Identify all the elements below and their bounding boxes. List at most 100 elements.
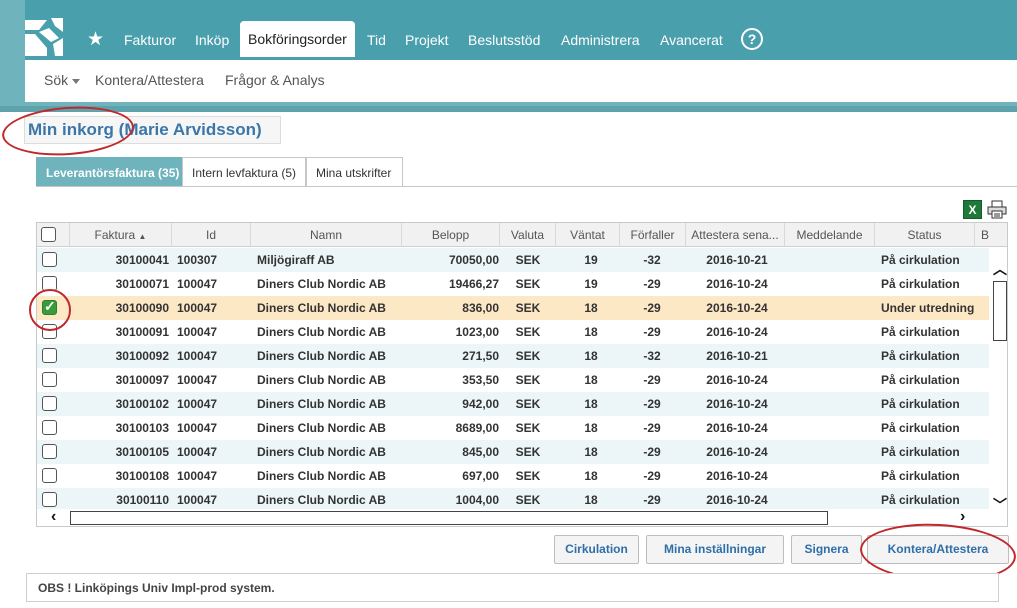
cell-vantat: 18 — [584, 397, 598, 411]
help-icon[interactable]: ? — [741, 28, 763, 50]
nav-inkop[interactable]: Inköp — [195, 32, 230, 48]
vertical-scroll-thumb[interactable] — [993, 281, 1007, 341]
cell-meddelande — [787, 416, 873, 440]
cell-belopp: 8689,00 — [455, 421, 499, 435]
excel-icon[interactable]: X — [963, 200, 982, 219]
cell-forfaller: -29 — [643, 493, 661, 507]
search-menu-label: Sök — [44, 72, 69, 88]
row-checkbox[interactable] — [42, 420, 57, 435]
header-id[interactable]: Id — [172, 223, 251, 247]
cell-status: På cirkulation — [881, 349, 960, 363]
header-meddelande[interactable]: Meddelande — [785, 223, 875, 247]
top-banner: ★ Fakturor Inköp Bokföringsorder Tid Pro… — [0, 0, 1017, 112]
nav-administrera[interactable]: Administrera — [561, 32, 640, 48]
cell-attestera-senast: 2016-10-24 — [706, 397, 768, 411]
header-status[interactable]: Status — [875, 223, 975, 247]
print-icon[interactable] — [987, 200, 1007, 219]
cell-vantat: 18 — [584, 349, 598, 363]
search-menu[interactable]: Sök — [44, 72, 81, 88]
row-checkbox[interactable] — [42, 468, 57, 483]
chevron-down-icon — [72, 78, 81, 84]
table-row[interactable]: 30100092 100047 Diners Club Nordic AB 271,5… — [37, 344, 989, 368]
vertical-scrollbar[interactable]: ︿ ﹀ — [990, 247, 1007, 513]
cell-meddelande — [787, 344, 873, 368]
table-row[interactable]: 30100105 100047 Diners Club Nordic AB 845,0… — [37, 440, 989, 464]
nav-fakturor[interactable]: Fakturor — [124, 32, 177, 48]
header-valuta[interactable]: Valuta — [500, 223, 556, 247]
row-checkbox[interactable] — [42, 372, 57, 387]
row-checkbox[interactable] — [42, 396, 57, 411]
cirkulation-button[interactable]: Cirkulation — [554, 535, 639, 564]
favorites-star-icon[interactable]: ★ — [87, 29, 105, 50]
tab-mina-utskrifter[interactable]: Mina utskrifter — [306, 157, 403, 187]
cell-namn: Diners Club Nordic AB — [257, 421, 386, 435]
nav-projekt[interactable]: Projekt — [405, 32, 449, 48]
cell-valuta: SEK — [515, 469, 541, 483]
cell-namn: Diners Club Nordic AB — [257, 397, 386, 411]
cell-status: På cirkulation — [881, 421, 960, 435]
table-row[interactable]: 30100102 100047 Diners Club Nordic AB 942,0… — [37, 392, 989, 416]
cell-status: På cirkulation — [881, 373, 960, 387]
header-attestera-senast[interactable]: Attestera sena... — [686, 223, 785, 247]
horizontal-scroll-thumb[interactable] — [70, 511, 828, 525]
cell-status: På cirkulation — [881, 277, 960, 291]
subnav-fragor-analys[interactable]: Frågor & Analys — [225, 72, 325, 88]
table-row[interactable]: 30100108 100047 Diners Club Nordic AB 697,0… — [37, 464, 989, 488]
row-checkbox[interactable] — [42, 348, 57, 363]
nav-beslutsstod[interactable]: Beslutsstöd — [468, 32, 541, 48]
header-belopp[interactable]: Belopp — [402, 223, 500, 247]
nav-bokforingsorder[interactable]: Bokföringsorder — [240, 21, 355, 57]
cell-attestera-senast: 2016-10-24 — [706, 373, 768, 387]
cell-attestera-senast: 2016-10-21 — [706, 349, 768, 363]
table-row[interactable]: 30100110 100047 Diners Club Nordic AB 1004,… — [37, 488, 989, 512]
cell-forfaller: -29 — [643, 469, 661, 483]
cell-attestera-senast: 2016-10-24 — [706, 325, 768, 339]
row-checkbox[interactable] — [42, 492, 57, 507]
scroll-left-icon[interactable]: ‹ — [51, 508, 57, 525]
cell-status: På cirkulation — [881, 253, 960, 267]
tab-divider — [36, 186, 1017, 187]
cell-attestera-senast: 2016-10-24 — [706, 301, 768, 315]
tab-intern-levfaktura[interactable]: Intern levfaktura (5) — [182, 157, 306, 187]
table-row[interactable]: 30100103 100047 Diners Club Nordic AB 8689,… — [37, 416, 989, 440]
header-select-all[interactable] — [37, 223, 70, 247]
table-row[interactable]: 30100091 100047 Diners Club Nordic AB 1023,… — [37, 320, 989, 344]
scroll-right-icon[interactable]: › — [960, 508, 966, 525]
cell-valuta: SEK — [515, 445, 541, 459]
header-vantat[interactable]: Väntat — [556, 223, 620, 247]
signera-button[interactable]: Signera — [791, 535, 862, 564]
main-nav: ★ Fakturor Inköp Bokföringsorder Tid Pro… — [25, 0, 1017, 60]
cell-forfaller: -29 — [643, 277, 661, 291]
nav-tid[interactable]: Tid — [367, 32, 386, 48]
cell-valuta: SEK — [515, 493, 541, 507]
settings-button[interactable]: Mina inställningar — [646, 535, 784, 564]
cell-belopp: 697,00 — [462, 469, 499, 483]
header-b[interactable]: B — [981, 228, 990, 242]
nav-avancerat[interactable]: Avancerat — [660, 32, 723, 48]
table-row[interactable]: 30100071 100047 Diners Club Nordic AB 19466… — [37, 272, 989, 296]
table-row[interactable]: 30100090 100047 Diners Club Nordic AB 836,0… — [37, 296, 989, 320]
horizontal-scrollbar[interactable]: ‹ › — [37, 508, 1007, 526]
logo-icon[interactable] — [25, 18, 63, 56]
cell-valuta: SEK — [515, 373, 541, 387]
row-checkbox[interactable] — [42, 298, 57, 315]
table-row[interactable]: 30100097 100047 Diners Club Nordic AB 353,5… — [37, 368, 989, 392]
scroll-up-icon[interactable]: ︿ — [993, 261, 1007, 277]
header-forfaller[interactable]: Förfaller — [620, 223, 686, 247]
cell-forfaller: -29 — [643, 421, 661, 435]
row-checkbox[interactable] — [42, 252, 57, 267]
kontera-attestera-button[interactable]: Kontera/Attestera — [867, 535, 1009, 564]
cell-meddelande — [787, 392, 873, 416]
cell-faktura: 30100108 — [115, 469, 169, 483]
select-all-checkbox[interactable] — [41, 227, 56, 242]
header-faktura[interactable]: Faktura ▲ — [70, 223, 172, 247]
tab-leverantorsfaktura[interactable]: Leverantörsfaktura (35) — [36, 157, 182, 187]
row-checkbox[interactable] — [42, 444, 57, 459]
cell-faktura: 30100110 — [116, 493, 169, 507]
subnav-kontera-attestera[interactable]: Kontera/Attestera — [95, 72, 204, 88]
header-namn[interactable]: Namn — [251, 223, 402, 247]
row-checkbox[interactable] — [42, 324, 57, 339]
row-checkbox[interactable] — [42, 276, 57, 291]
table-row[interactable]: 30100041 100307 Miljögiraff AB 70050,00 SEK 1… — [37, 248, 989, 272]
cell-forfaller: -29 — [643, 325, 661, 339]
